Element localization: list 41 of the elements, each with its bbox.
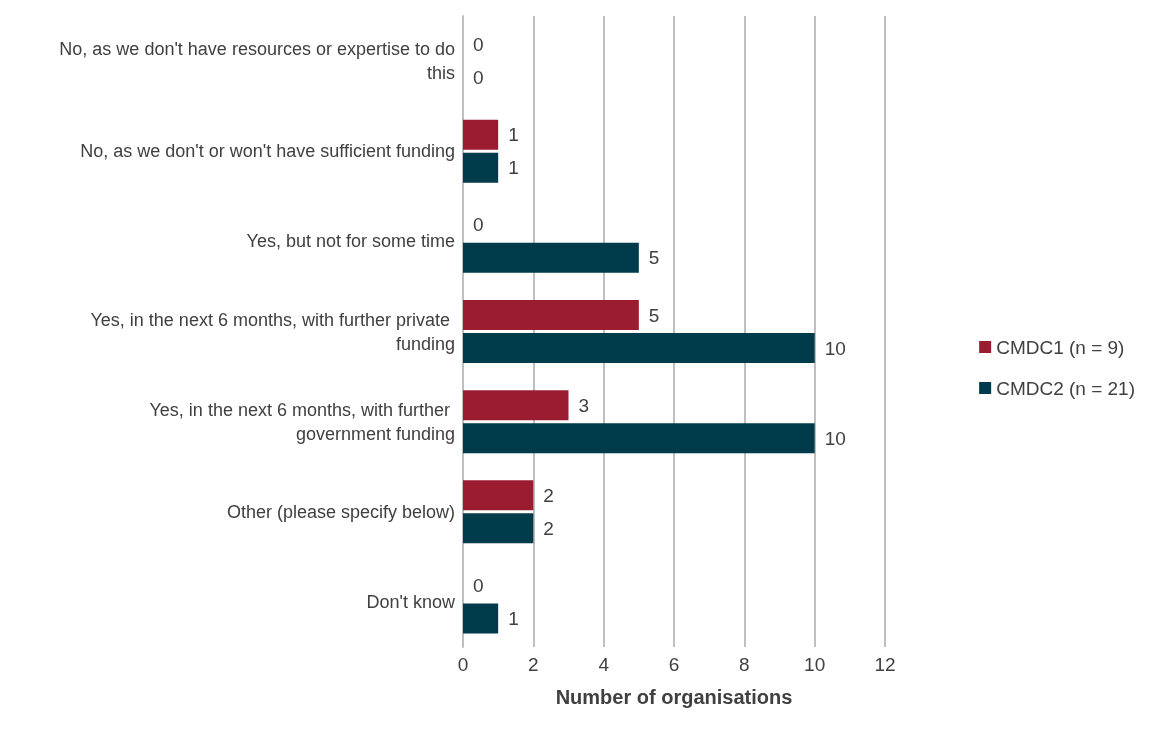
data-label: 2 <box>543 517 554 539</box>
data-label: 10 <box>824 337 846 359</box>
data-label: 1 <box>508 124 519 146</box>
x-axis-title: Number of organisations <box>555 686 793 708</box>
y-tick-label: Yes, but not for some time <box>246 231 455 252</box>
x-tick-label: 6 <box>668 654 680 675</box>
y-tick-label: Yes, in the next 6 months, with further government funding <box>149 399 455 444</box>
y-tick-label: Don't know <box>366 591 456 612</box>
x-tick-label: 2 <box>528 654 539 675</box>
x-tick-label: 8 <box>739 654 750 675</box>
data-label: 5 <box>648 247 660 269</box>
x-tick-label: 0 <box>457 654 469 675</box>
bar <box>463 513 534 544</box>
data-label: 3 <box>578 394 590 416</box>
data-label: 0 <box>473 67 484 89</box>
legend-label: CMDC1 (n = 9) <box>996 336 1125 358</box>
data-label: 1 <box>508 157 519 179</box>
data-label: 0 <box>473 34 484 56</box>
x-tick-label: 4 <box>598 654 610 675</box>
bar <box>463 242 639 273</box>
data-label: 0 <box>473 574 484 596</box>
x-tick-label: 12 <box>874 654 896 675</box>
data-label: 10 <box>824 427 846 449</box>
legend-label: CMDC2 (n = 21) <box>996 377 1136 399</box>
bar <box>463 603 499 634</box>
y-tick-label: Yes, in the next 6 months, with further private funding <box>90 309 455 354</box>
bar <box>463 152 499 183</box>
x-tick-label: 10 <box>804 654 826 675</box>
bar <box>463 333 815 363</box>
bar <box>463 423 815 454</box>
data-label: 0 <box>473 214 484 236</box>
bar <box>463 390 569 421</box>
data-label: 2 <box>543 484 554 506</box>
bar <box>463 119 499 150</box>
y-tick-label: No, as we don't or won't have sufficient funding <box>80 141 455 162</box>
data-label: 5 <box>648 304 660 326</box>
bar <box>463 300 639 330</box>
y-tick-label: Other (please specify below) <box>226 501 455 522</box>
data-label: 1 <box>508 607 519 629</box>
y-tick-label: No, as we don't have resources or expertise to do this <box>59 39 455 84</box>
bar <box>463 480 534 511</box>
